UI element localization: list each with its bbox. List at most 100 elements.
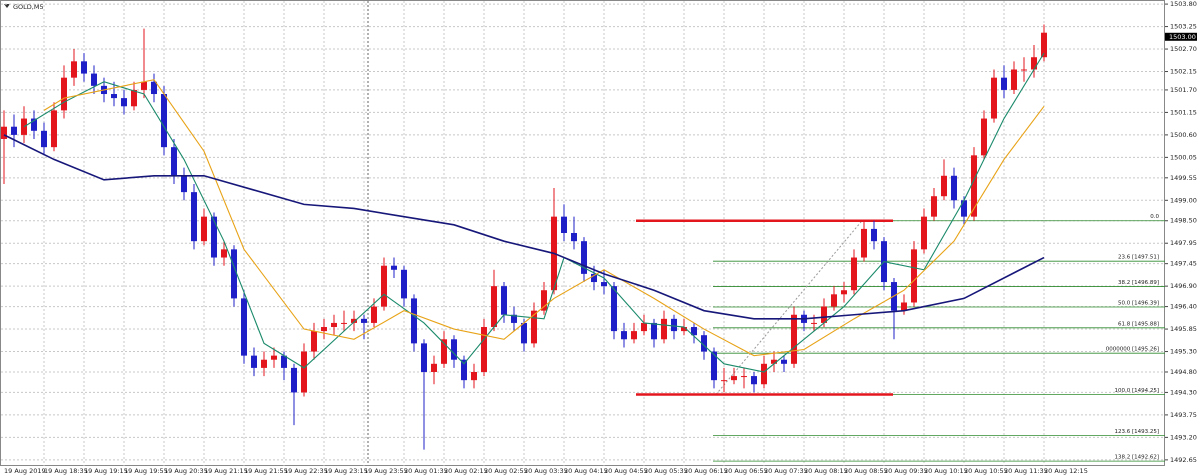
fib-label: 38.2 [1496.89] [1118, 280, 1159, 286]
y-tick-label: 1493.75 [1170, 411, 1197, 419]
candle-body [321, 327, 327, 332]
candle-body [11, 126, 17, 135]
candle-body [721, 380, 727, 382]
candle-body [981, 118, 987, 156]
candle-body [411, 298, 417, 344]
candle-body [91, 73, 97, 86]
candle-body [201, 216, 207, 242]
moving-average [3, 134, 1045, 320]
candle-body [921, 216, 927, 250]
y-tick-label: 1496.40 [1170, 303, 1197, 311]
x-tick-label: 20 Aug 02:15 [444, 467, 488, 475]
candle-body [281, 355, 287, 368]
fib-trend [715, 220, 863, 395]
candle-body [651, 322, 657, 340]
candle-body [931, 196, 937, 217]
candle-body [791, 314, 797, 364]
candle-body [711, 351, 717, 381]
candle-body [71, 61, 77, 78]
candle-body [361, 318, 367, 323]
fib-label: 23.6 [1497.51] [1118, 255, 1159, 261]
candle-body [241, 298, 247, 356]
candle-body [571, 233, 577, 242]
candle-body [441, 339, 447, 364]
candle-body [761, 363, 767, 385]
candle-body [871, 228, 877, 242]
candle-body [661, 318, 667, 340]
candle-body [191, 192, 197, 242]
candle-body [621, 331, 627, 340]
fib-label: 50.0 [1496.39] [1118, 300, 1159, 306]
candle-body [51, 110, 57, 148]
candle-body [701, 335, 707, 352]
x-tick-label: 19 Aug 2019 [4, 467, 46, 475]
candle-body [171, 147, 177, 176]
x-tick-label: 19 Aug 21:55 [244, 467, 288, 475]
candle-body [251, 355, 257, 368]
current-price-label: 1503.00 [1169, 33, 1196, 41]
candle-body [851, 257, 857, 291]
fib-label: 100.0 [1494.25] [1114, 388, 1159, 394]
fib-label: 0000000 [1495.26] [1106, 347, 1159, 353]
candle-body [301, 351, 307, 393]
y-tick-label: 1503.25 [1170, 23, 1197, 31]
x-tick-label: 19 Aug 18:35 [44, 467, 88, 475]
x-tick-label: 19 Aug 22:35 [284, 467, 328, 475]
y-tick-label: 1503.80 [1170, 0, 1197, 8]
candle-body [261, 359, 267, 368]
y-tick-label: 1501.15 [1170, 108, 1197, 116]
candle-body [1, 126, 7, 139]
candle-body [771, 359, 777, 364]
candle-body [731, 376, 737, 381]
y-tick-label: 1497.45 [1170, 260, 1197, 268]
candle-body [971, 155, 977, 217]
x-tick-label: 19 Aug 23:55 [364, 467, 408, 475]
candle-body [221, 249, 227, 258]
chart-title: GOLD,M5 [13, 3, 44, 11]
x-tick-label: 20 Aug 10:15 [924, 467, 968, 475]
candle-body [681, 327, 687, 332]
fib-label: 61.8 [1495.88] [1118, 321, 1159, 327]
candle-body [491, 286, 497, 328]
candle-body [531, 310, 537, 344]
moving-average [23, 52, 1045, 373]
x-tick-label: 19 Aug 21:15 [204, 467, 248, 475]
candle-body [751, 376, 757, 385]
candle-body [941, 175, 947, 197]
plot-frame [0, 0, 1165, 466]
x-tick-label: 20 Aug 05:35 [644, 467, 688, 475]
candle-body [111, 94, 117, 99]
candle-body [841, 290, 847, 295]
fib-label: 0.0 [1150, 214, 1159, 220]
x-tick-label: 20 Aug 03:35 [524, 467, 568, 475]
candle-body [421, 343, 427, 372]
candle-body [561, 216, 567, 233]
candle-body [951, 175, 957, 201]
candle-body [431, 363, 437, 372]
candle-body [381, 265, 387, 307]
candle-body [591, 273, 597, 283]
candle-body [401, 269, 407, 299]
candle-body [451, 339, 457, 360]
candle-body [461, 359, 467, 381]
candle-body [291, 367, 297, 393]
x-tick-label: 19 Aug 20:35 [164, 467, 208, 475]
candle-body [41, 130, 47, 148]
candle-body [811, 322, 817, 324]
candle-body [511, 314, 517, 323]
x-tick-label: 20 Aug 02:55 [484, 467, 528, 475]
candle-body [1041, 32, 1047, 58]
x-tick-label: 20 Aug 09:35 [884, 467, 928, 475]
candle-body [911, 249, 917, 303]
x-tick-label: 20 Aug 07:35 [764, 467, 808, 475]
candle-body [151, 81, 157, 95]
candle-body [781, 359, 787, 364]
candle-body [821, 306, 827, 323]
candle-body [581, 241, 587, 274]
x-tick-label: 20 Aug 01:35 [404, 467, 448, 475]
candle-body [541, 290, 547, 311]
candle-body [141, 81, 147, 90]
candle-body [371, 306, 377, 323]
candle-body [521, 322, 527, 344]
